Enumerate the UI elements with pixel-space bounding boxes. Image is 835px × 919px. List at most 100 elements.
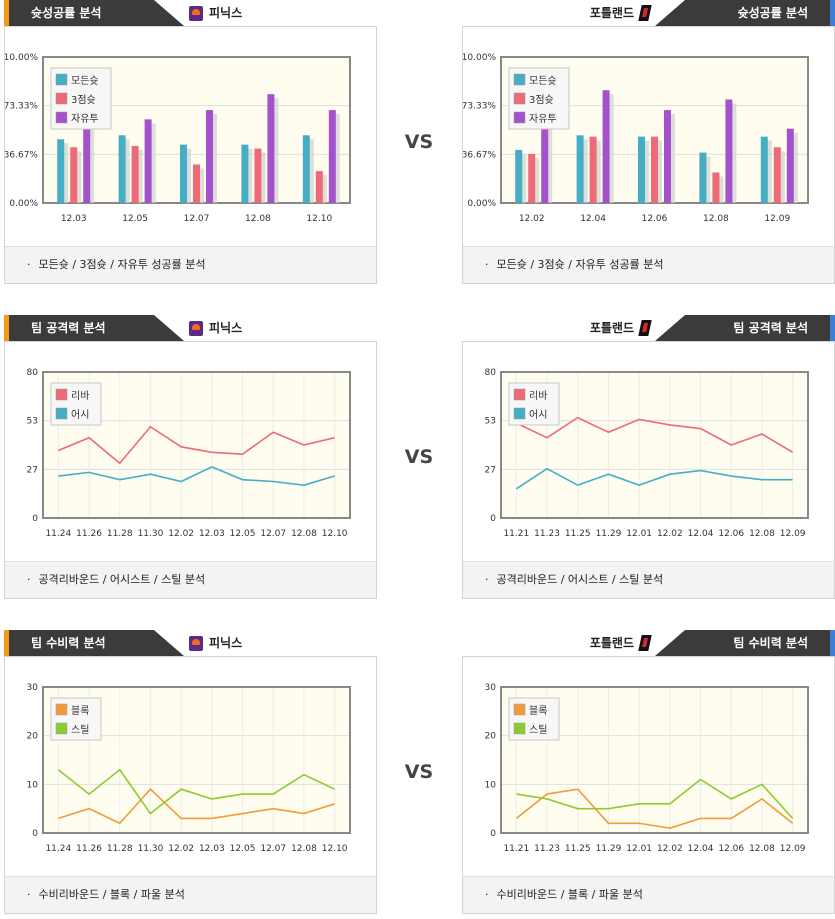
legend-swatch xyxy=(55,92,68,105)
x-tick-label: 11.24 xyxy=(45,844,71,854)
legend-label: 어시 xyxy=(71,409,89,421)
blazers-logo-icon xyxy=(638,5,652,21)
bar xyxy=(241,144,249,203)
x-tick-label: 11.28 xyxy=(107,529,133,539)
x-tick-label: 12.06 xyxy=(718,529,744,539)
chart-footer: 모든슛 / 3점슛 / 자유투 성공률 분석 xyxy=(38,258,206,271)
bar xyxy=(515,149,523,203)
bar-shadow xyxy=(655,140,662,203)
shooting-chart-phoenix: 0.00% 36.67% 73.33% 110.00% 12.03 12.05 12.07 1… xyxy=(5,53,351,224)
section-2-right-panel: 팀 공격력 분석 포틀랜드 0 27 53 80 11.21 11.23 11.25 11.2… xyxy=(462,315,835,599)
x-tick-label: 12.05 xyxy=(230,529,256,539)
y-tick-label: 110.00% xyxy=(5,53,38,63)
bar xyxy=(712,172,720,203)
x-tick-label: 12.05 xyxy=(230,844,256,854)
legend-label: 자유투 xyxy=(529,113,557,125)
y-tick-label: 73.33% xyxy=(5,102,38,112)
bar-shadow xyxy=(319,175,327,203)
section-title: 팀 공격력 분석 xyxy=(655,315,835,341)
y-tick-label: 27 xyxy=(485,465,496,475)
bar-shadow xyxy=(332,114,340,203)
x-tick-label: 12.07 xyxy=(184,214,210,224)
bar xyxy=(602,90,610,203)
x-tick-label: 11.26 xyxy=(76,844,102,854)
offense-chart-portland: 0 27 53 80 11.21 11.23 11.25 11.29 12.01 12.02 12.… xyxy=(485,368,809,539)
bar xyxy=(576,135,584,203)
legend-swatch xyxy=(513,388,526,401)
y-tick-label: 10 xyxy=(485,780,497,790)
bar-shadow xyxy=(135,149,143,203)
bar xyxy=(528,153,536,203)
bar-shadow xyxy=(777,151,785,203)
y-tick-label: 27 xyxy=(27,465,38,475)
plot-border xyxy=(500,686,809,834)
legend-label: 블록 xyxy=(71,705,89,717)
x-tick-label: 12.08 xyxy=(245,214,271,224)
bar xyxy=(651,136,658,203)
legend-swatch xyxy=(55,388,68,401)
y-tick-label: 0.00% xyxy=(467,199,496,209)
x-tick-label: 12.04 xyxy=(580,214,606,224)
x-tick-label: 12.06 xyxy=(718,844,744,854)
legend-label: 리바 xyxy=(529,390,547,402)
bar xyxy=(302,135,310,203)
x-tick-label: 12.03 xyxy=(199,529,225,539)
shooting-chart-portland: 0.00% 36.67% 73.33% 110.00% 12.02 12.04 12.06 1… xyxy=(463,53,809,224)
y-tick-label: 36.67% xyxy=(5,150,38,160)
x-tick-label: 11.21 xyxy=(503,529,529,539)
legend-label: 3점슛 xyxy=(71,94,96,106)
section-3-right-panel: 팀 수비력 분석 포틀랜드 0 10 20 30 11.21 11.23 11.25 11.2… xyxy=(462,630,835,914)
vs-label: VS xyxy=(404,446,434,468)
y-tick-label: 30 xyxy=(27,683,39,693)
legend-swatch xyxy=(513,703,526,716)
x-tick-label: 11.28 xyxy=(107,844,133,854)
team-name: 포틀랜드 xyxy=(589,321,634,335)
legend-label: 스틸 xyxy=(529,723,547,736)
bar-shadow xyxy=(545,124,553,203)
legend-swatch xyxy=(513,92,526,105)
bar xyxy=(328,110,336,203)
section-3-left-panel: 팀 수비력 분석 피닉스 0 10 20 30 11.24 11.26 11.28 11.30… xyxy=(4,630,377,914)
team-name: 포틀랜드 xyxy=(589,6,634,20)
bar-shadow xyxy=(668,114,675,203)
y-tick-label: 0 xyxy=(490,514,496,524)
legend-label: 어시 xyxy=(529,409,547,421)
bar-shadow xyxy=(532,157,540,203)
chart-footer: 공격리바운드 / 어시스트 / 스틸 분석 xyxy=(38,573,206,586)
x-tick-label: 12.08 xyxy=(749,529,775,539)
legend-swatch xyxy=(55,73,68,86)
bar xyxy=(57,139,65,203)
vs-label: VS xyxy=(404,761,434,783)
series-line xyxy=(58,425,335,465)
legend-swatch xyxy=(55,703,68,716)
bar xyxy=(541,120,549,203)
x-tick-label: 11.24 xyxy=(45,529,71,539)
bar-shadow xyxy=(642,140,649,203)
plot-border xyxy=(42,686,351,834)
bar-shadow xyxy=(122,139,130,203)
team-name: 피닉스 xyxy=(209,6,243,20)
y-tick-label: 36.67% xyxy=(463,150,496,160)
bar xyxy=(83,120,91,203)
x-tick-label: 11.29 xyxy=(596,844,622,854)
bar-shadow xyxy=(593,140,601,203)
legend-label: 스틸 xyxy=(71,723,89,736)
bar xyxy=(638,136,645,203)
bar xyxy=(773,147,781,203)
section-1-right-panel: 슛성공률 분석 포틀랜드 0.00% 36.67% 73.33% 110.00% 12.… xyxy=(462,0,835,284)
x-tick-label: 11.30 xyxy=(138,529,164,539)
bar-shadow xyxy=(519,153,527,203)
bar-shadow xyxy=(61,143,69,203)
x-tick-label: 12.10 xyxy=(322,844,348,854)
bar-shadow xyxy=(197,168,204,203)
chart-footer: 공격리바운드 / 어시스트 / 스틸 분석 xyxy=(496,573,664,586)
y-tick-label: 53 xyxy=(485,417,496,427)
x-tick-label: 11.25 xyxy=(565,529,591,539)
y-tick-label: 53 xyxy=(27,417,38,427)
bar xyxy=(760,136,768,203)
bar-shadow xyxy=(271,98,279,203)
x-tick-label: 12.08 xyxy=(291,844,317,854)
x-tick-label: 11.23 xyxy=(534,529,560,539)
series-line xyxy=(516,416,794,453)
x-tick-label: 12.08 xyxy=(703,214,729,224)
